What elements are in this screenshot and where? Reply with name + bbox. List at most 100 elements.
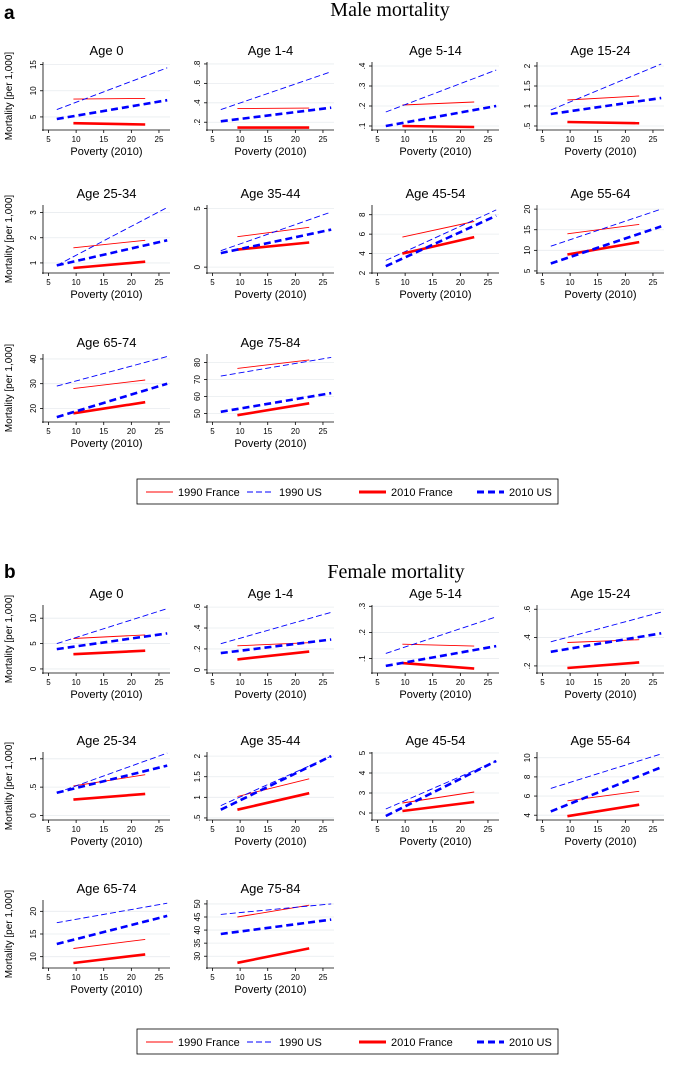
- x-tick-label: 20: [291, 973, 300, 982]
- panel-title: Age 55-64: [571, 186, 631, 201]
- x-tick-label: 10: [72, 678, 81, 687]
- x-tick-label: 20: [621, 278, 630, 287]
- y-tick-label: .5: [523, 122, 532, 129]
- panel-a-age-45-54: Age 45-54 2 4 6 8 5 10 15 20 25 Poverty (2010): [358, 186, 499, 301]
- x-axis-label: Poverty (2010): [70, 438, 142, 450]
- y-tick-label: 60: [193, 392, 202, 401]
- series-line-2010-us: [56, 914, 168, 946]
- y-tick-label: 20: [29, 906, 38, 915]
- series-line-2010-france: [402, 124, 475, 129]
- y-tick-label: 20: [29, 403, 38, 412]
- series-line-1990-us: [550, 63, 662, 111]
- series-line-1990-us: [220, 611, 332, 645]
- series-line-1990-france: [73, 774, 146, 787]
- panel-title: Age 0: [90, 43, 124, 58]
- section-a-letter: a: [4, 3, 15, 24]
- x-tick-label: 20: [291, 427, 300, 436]
- y-tick-label: 10: [523, 753, 532, 762]
- x-tick-label: 20: [291, 135, 300, 144]
- x-tick-label: 20: [127, 825, 136, 834]
- series-line-2010-us: [220, 228, 332, 255]
- y-tick-label: .2: [358, 629, 367, 636]
- x-axis-label: Poverty (2010): [399, 146, 471, 158]
- x-tick-label: 10: [566, 678, 575, 687]
- series-line-2010-france: [237, 947, 310, 965]
- series-line-1990-us: [550, 753, 662, 789]
- series-line-2010-france: [73, 260, 146, 270]
- y-tick-label: .5: [29, 783, 38, 790]
- x-tick-label: 5: [210, 278, 215, 287]
- series-line-1990-france: [73, 239, 146, 249]
- series-line-2010-france: [73, 121, 146, 126]
- x-tick-label: 5: [210, 825, 215, 834]
- x-axis-label: Poverty (2010): [234, 689, 306, 701]
- x-tick-label: 15: [99, 135, 108, 144]
- x-tick-label: 25: [319, 278, 328, 287]
- panel-b-age-45-54: Age 45-54 2 3 4 5 5 10 15 20 25 Poverty (2010): [358, 733, 499, 848]
- x-axis-label: Poverty (2010): [564, 836, 636, 848]
- panel-title: Age 65-74: [77, 881, 137, 896]
- y-tick-label: 0: [193, 667, 202, 672]
- panel-b-age-1-4: Age 1-4 0 .2 .4 .6 5 10 15 20 25 Poverty (2010): [193, 586, 334, 701]
- series-line-1990-us: [220, 71, 332, 111]
- x-tick-label: 10: [566, 825, 575, 834]
- series-line-1990-france: [237, 107, 310, 110]
- x-tick-label: 25: [484, 678, 493, 687]
- series-line-2010-us: [550, 766, 662, 813]
- panel-b-age-5-14: Age 5-14 .1 .2 .3 5 10 15 20 25 Poverty (2010): [358, 586, 499, 701]
- y-tick-label: .6: [523, 605, 532, 612]
- y-tick-label: 15: [29, 929, 38, 938]
- series-line-2010-france: [402, 800, 475, 813]
- y-tick-label: 15: [29, 60, 38, 69]
- x-tick-label: 5: [375, 825, 380, 834]
- series-line-2010-france: [73, 953, 146, 965]
- legend-box: [136, 1028, 559, 1055]
- y-tick-label: 8: [358, 212, 367, 217]
- series-line-2010-us: [385, 104, 497, 128]
- x-tick-label: 15: [99, 678, 108, 687]
- y-tick-label: .3: [358, 82, 367, 89]
- x-tick-label: 25: [649, 678, 658, 687]
- series-line-2010-france: [402, 235, 475, 255]
- x-tick-label: 10: [566, 135, 575, 144]
- y-tick-label: .2: [523, 662, 532, 669]
- panel-b-age-65-74: Age 65-74 10 15 20 5 10 15 20 25 Poverty (2010) Mo…: [4, 881, 170, 996]
- x-axis-label: Poverty (2010): [70, 289, 142, 301]
- y-tick-label: 6: [523, 793, 532, 798]
- y-tick-label: 5: [523, 268, 532, 273]
- series-line-2010-us: [56, 632, 168, 651]
- series-line-1990-us: [56, 902, 168, 924]
- y-tick-label: .5: [193, 814, 202, 821]
- panel-title: Age 35-44: [241, 186, 301, 201]
- y-tick-label: 50: [193, 409, 202, 418]
- series-line-1990-france: [567, 790, 640, 802]
- x-tick-label: 25: [155, 135, 164, 144]
- panel-title: Age 45-54: [406, 733, 466, 748]
- x-tick-label: 20: [291, 678, 300, 687]
- x-tick-label: 25: [155, 973, 164, 982]
- x-tick-label: 20: [621, 678, 630, 687]
- y-tick-label: 5: [193, 206, 202, 211]
- panel-a-age-65-74: Age 65-74 20 30 40 5 10 15 20 25 Poverty (2010) Mo…: [4, 335, 170, 450]
- y-tick-label: .3: [358, 602, 367, 609]
- y-tick-label: 6: [358, 231, 367, 236]
- series-line-2010-france: [237, 402, 310, 417]
- panel-title: Age 5-14: [409, 43, 462, 58]
- legend-label-2010-us: 2010 US: [509, 1037, 552, 1049]
- panel-a-age-55-64: Age 55-64 5 10 15 20 5 10 15 20 25 Poverty (2010): [523, 186, 664, 301]
- panel-title: Age 5-14: [409, 586, 462, 601]
- x-tick-label: 25: [155, 678, 164, 687]
- legend-label-1990-france: 1990 France: [178, 1037, 240, 1049]
- y-tick-label: 4: [523, 812, 532, 817]
- x-tick-label: 5: [46, 278, 51, 287]
- y-tick-label: 1: [193, 795, 202, 800]
- legend-label-2010-france: 2010 France: [391, 1037, 453, 1049]
- y-tick-label: .4: [523, 634, 532, 641]
- y-tick-label: .4: [358, 62, 367, 69]
- x-axis-label: Poverty (2010): [399, 689, 471, 701]
- y-tick-label: 2: [358, 810, 367, 815]
- section-a-title: Male mortality: [330, 0, 449, 21]
- series-line-1990-france: [402, 101, 475, 106]
- x-tick-label: 20: [456, 135, 465, 144]
